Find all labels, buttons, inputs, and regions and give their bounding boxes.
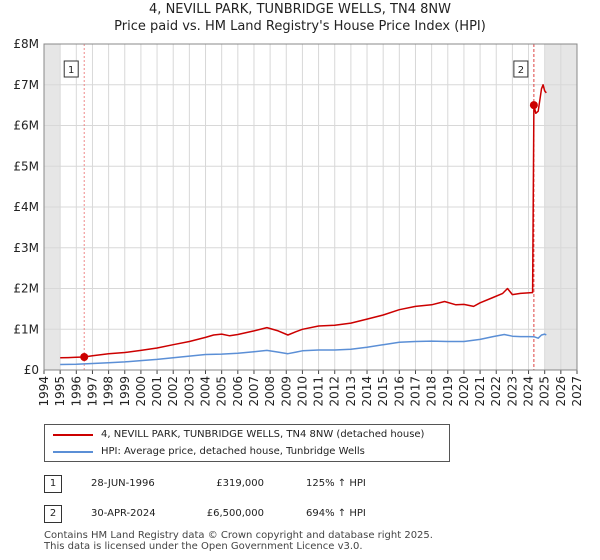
y-tick-label: £6M <box>13 119 39 133</box>
x-tick-label: 2012 <box>328 376 342 407</box>
series-line-hpi <box>60 333 547 366</box>
y-tick-label: £0 <box>24 363 39 377</box>
x-tick-label: 1994 <box>37 376 51 407</box>
annotation-date: 30-APR-2024 <box>91 508 156 519</box>
x-tick-label: 2021 <box>473 376 487 407</box>
annotation-number: 1 <box>44 475 62 493</box>
annotation-date: 28-JUN-1996 <box>91 478 155 489</box>
legend-label-property: 4, NEVILL PARK, TUNBRIDGE WELLS, TN4 8NW… <box>101 429 425 440</box>
annotation-hpi: 694% ↑ HPI <box>306 508 366 519</box>
x-tick-label: 1995 <box>53 376 67 407</box>
annotation-number: 2 <box>44 505 62 523</box>
x-tick-label: 1999 <box>118 376 132 407</box>
y-tick-label: £8M <box>13 37 39 51</box>
x-tick-label: 1996 <box>69 376 83 407</box>
y-tick-label: £4M <box>13 200 39 214</box>
x-tick-label: 2022 <box>489 376 503 407</box>
chart-title: 4, NEVILL PARK, TUNBRIDGE WELLS, TN4 8NW <box>149 2 451 17</box>
annotation-hpi: 125% ↑ HPI <box>306 478 366 489</box>
x-tick-label: 2015 <box>376 376 390 407</box>
x-tick-label: 2009 <box>279 376 293 407</box>
footer-licence: This data is licensed under the Open Gov… <box>44 541 363 552</box>
marker-box-1 <box>63 60 79 78</box>
x-tick-label: 2014 <box>360 376 374 407</box>
series-line-property <box>60 84 547 359</box>
x-tick-label: 2020 <box>457 376 471 407</box>
y-tick-label: £1M <box>13 322 39 336</box>
y-tick-label: £7M <box>13 78 39 92</box>
x-tick-label: 2013 <box>344 376 358 407</box>
x-tick-label: 2004 <box>199 376 213 407</box>
x-tick-label: 2018 <box>425 376 439 407</box>
x-tick-label: 2027 <box>570 376 584 407</box>
plot-frame <box>43 43 578 371</box>
legend-label-hpi: HPI: Average price, detached house, Tunb… <box>101 446 365 457</box>
x-tick-label: 2010 <box>295 376 309 407</box>
x-tick-label: 2000 <box>134 376 148 407</box>
x-tick-label: 2007 <box>247 376 261 407</box>
y-tick-label: £3M <box>13 241 39 255</box>
footer: Contains HM Land Registry data © Crown c… <box>44 530 433 552</box>
x-tick-label: 2019 <box>441 376 455 407</box>
x-tick-label: 2002 <box>166 376 180 407</box>
marker-box-label-2: 2 <box>518 65 524 76</box>
x-tick-label: 2001 <box>150 376 164 407</box>
x-tick-label: 2003 <box>182 376 196 407</box>
x-tick-label: 2005 <box>215 376 229 407</box>
marker-box-label-1: 1 <box>68 65 74 76</box>
x-tick-label: 2024 <box>522 376 536 407</box>
x-tick-label: 1998 <box>102 376 116 407</box>
marker-box-2 <box>513 60 529 78</box>
y-tick-label: £2M <box>13 282 39 296</box>
chart-subtitle: Price paid vs. HM Land Registry's House … <box>114 19 486 34</box>
annotation-price: £319,000 <box>216 478 264 489</box>
y-tick-label: £5M <box>13 159 39 173</box>
x-tick-label: 2026 <box>554 376 568 407</box>
x-tick-label: 2025 <box>538 376 552 407</box>
x-tick-label: 1997 <box>85 376 99 407</box>
legend-swatch-hpi <box>53 451 93 453</box>
legend: 4, NEVILL PARK, TUNBRIDGE WELLS, TN4 8NW… <box>44 424 450 462</box>
sale-point-1 <box>80 353 89 362</box>
sale-point-2 <box>529 101 538 110</box>
x-tick-label: 2017 <box>408 376 422 407</box>
footer-copyright: Contains HM Land Registry data © Crown c… <box>44 530 433 541</box>
x-tick-label: 2016 <box>392 376 406 407</box>
x-tick-label: 2008 <box>263 376 277 407</box>
x-tick-label: 2006 <box>231 376 245 407</box>
legend-swatch-property <box>53 434 93 436</box>
x-tick-label: 2023 <box>505 376 519 407</box>
x-tick-label: 2011 <box>312 376 326 407</box>
annotation-price: £6,500,000 <box>206 508 264 519</box>
